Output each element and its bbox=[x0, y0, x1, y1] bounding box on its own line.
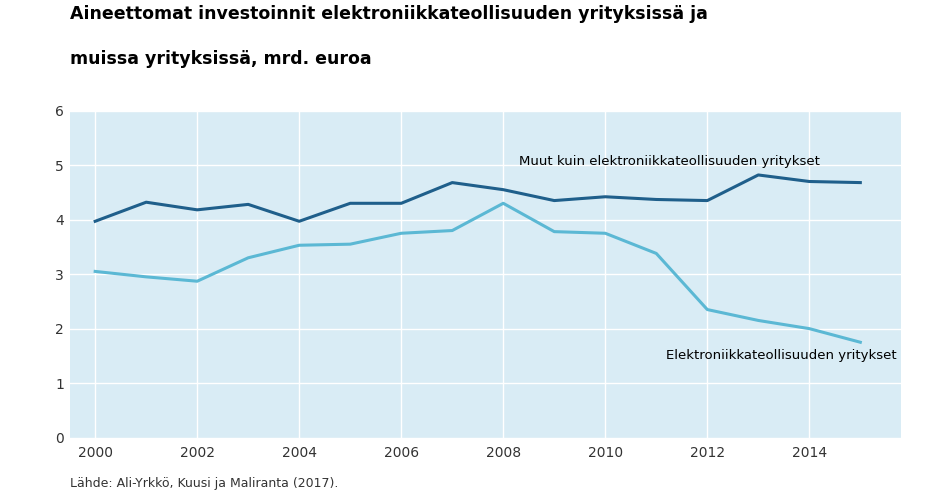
Text: muissa yrityksissä, mrd. euroa: muissa yrityksissä, mrd. euroa bbox=[70, 50, 371, 68]
Text: Lähde: Ali-Yrkkö, Kuusi ja Maliranta (2017).: Lähde: Ali-Yrkkö, Kuusi ja Maliranta (20… bbox=[70, 477, 338, 490]
Text: Aineettomat investoinnit elektroniikkateollisuuden yrityksissä ja: Aineettomat investoinnit elektroniikkate… bbox=[70, 5, 707, 23]
Text: Elektroniikkateollisuuden yritykset: Elektroniikkateollisuuden yritykset bbox=[665, 349, 896, 362]
Text: Muut kuin elektroniikkateollisuuden yritykset: Muut kuin elektroniikkateollisuuden yrit… bbox=[518, 155, 818, 168]
